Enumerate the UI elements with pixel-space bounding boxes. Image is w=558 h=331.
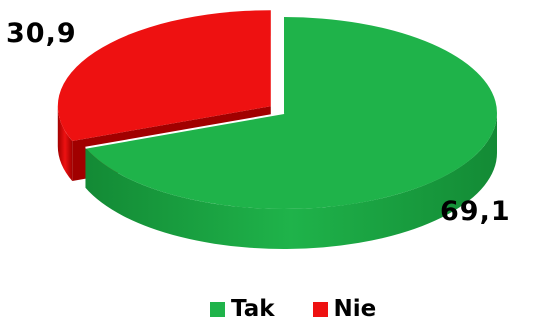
legend-swatch-tak [210,302,225,317]
legend: Tak Nie [210,296,414,322]
legend-swatch-nie [313,302,328,317]
data-label-nie: 30,9 [6,18,77,49]
legend-label-tak: Tak [231,296,275,322]
legend-item-tak: Tak [210,296,275,322]
data-label-tak: 69,1 [440,196,511,227]
legend-item-nie: Nie [313,296,377,322]
legend-label-nie: Nie [334,296,377,322]
